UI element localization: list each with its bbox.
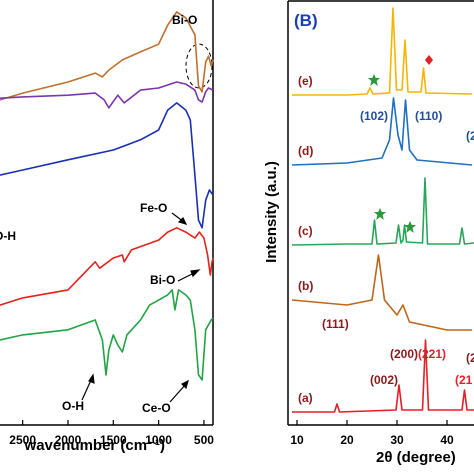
annotation: Bi-O — [172, 13, 197, 27]
x-axis-title: 2θ (degree) — [376, 449, 456, 466]
annotation: O-H — [62, 399, 84, 413]
series-line — [0, 11, 214, 101]
star-markers — [368, 74, 416, 233]
annotation: Fe-O — [140, 201, 167, 215]
annotation: Bi-O — [150, 273, 175, 287]
series-line — [291, 177, 474, 246]
series-line — [292, 7, 473, 96]
annotation: (221) — [418, 347, 446, 361]
x-tick-label: 2500 — [9, 433, 36, 447]
x-tick-label: 1500 — [100, 433, 127, 447]
annotation: (110) — [415, 109, 442, 123]
series-label: (d) — [298, 144, 313, 158]
x-tick-label: 1000 — [145, 433, 172, 447]
annotation: Ce-O — [142, 401, 171, 415]
x-tick-label: 20 — [340, 433, 354, 447]
series-line — [292, 339, 474, 413]
x-tick-label: 10 — [290, 433, 304, 447]
series-label: (b) — [298, 279, 313, 293]
x-tick-label: 2000 — [55, 433, 82, 447]
x-axis-title: wavenumber (cm⁻¹) — [24, 437, 165, 454]
series-line — [0, 102, 214, 229]
y-axis-title: Intensity (a.u.) — [263, 161, 280, 263]
annotation: (111) — [322, 317, 349, 331]
annotation: O-H — [0, 229, 16, 243]
annotation: (102) — [360, 109, 388, 123]
diamond-marker — [425, 55, 433, 65]
series-label: (e) — [298, 74, 313, 88]
annotation: (2 — [466, 351, 474, 365]
series-line — [0, 81, 214, 109]
series-line — [291, 254, 472, 331]
series-line — [0, 289, 214, 381]
series-line — [291, 97, 473, 166]
arrows — [81, 212, 201, 403]
annotation: (002) — [370, 373, 398, 387]
x-tick-label: 40 — [440, 433, 454, 447]
annotation: (200) — [390, 347, 418, 361]
highlight-ellipse — [185, 43, 213, 89]
panel-label: (B) — [294, 11, 318, 30]
annotation: (2 — [466, 129, 474, 143]
series-line — [0, 227, 214, 306]
series-label: (c) — [298, 224, 313, 238]
x-tick-label: 500 — [194, 433, 214, 447]
series-label: (a) — [298, 391, 313, 405]
annotation: (21 — [455, 373, 473, 387]
x-tick-label: 30 — [390, 433, 404, 447]
